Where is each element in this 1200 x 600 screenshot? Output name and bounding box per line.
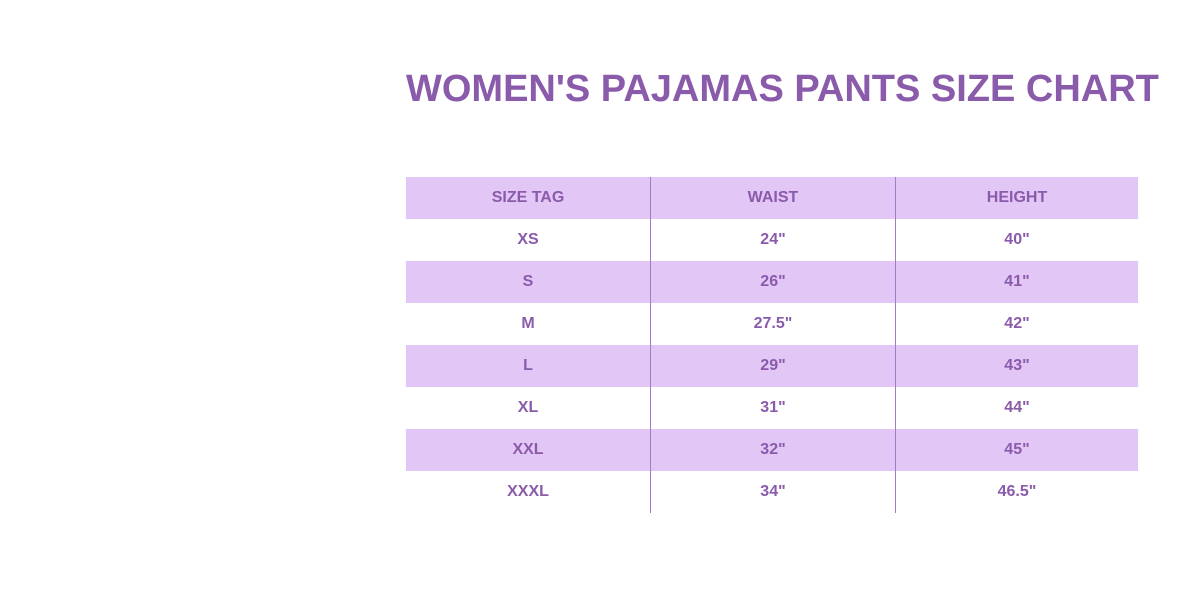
table-cell: 26" bbox=[650, 261, 896, 303]
table-cell: 24" bbox=[650, 219, 896, 261]
table-cell: 46.5" bbox=[895, 471, 1138, 513]
table-row: L 29" 43" bbox=[406, 345, 1138, 387]
table-row: XXXL 34" 46.5" bbox=[406, 471, 1138, 513]
table-cell: 32" bbox=[650, 429, 896, 471]
table-cell: 45" bbox=[895, 429, 1138, 471]
table-cell: 42" bbox=[895, 303, 1138, 345]
column-header: WAIST bbox=[650, 177, 896, 219]
table-row: M 27.5" 42" bbox=[406, 303, 1138, 345]
header-row: SIZE TAG WAIST HEIGHT bbox=[406, 177, 1138, 219]
table-row: S 26" 41" bbox=[406, 261, 1138, 303]
table-cell: 41" bbox=[895, 261, 1138, 303]
table-row: XXL 32" 45" bbox=[406, 429, 1138, 471]
table-cell: XS bbox=[517, 231, 539, 248]
table-cell: L bbox=[406, 345, 651, 387]
table-cell: 31" bbox=[650, 387, 896, 429]
table-cell: M bbox=[521, 315, 535, 332]
table-cell: 29" bbox=[650, 345, 896, 387]
table-cell: XXXL bbox=[507, 483, 549, 500]
table-cell: XL bbox=[517, 399, 539, 416]
column-header: SIZE TAG bbox=[406, 177, 651, 219]
size-chart-table: SIZE TAG WAIST HEIGHT XS 24" 40" S 26" 41" M 27.5"… bbox=[406, 177, 1138, 513]
table-cell: 40" bbox=[895, 219, 1138, 261]
table-row: XL 31" 44" bbox=[406, 387, 1138, 429]
table-cell: 44" bbox=[895, 387, 1138, 429]
table-cell: 43" bbox=[895, 345, 1138, 387]
column-header: HEIGHT bbox=[895, 177, 1138, 219]
table-cell: 27.5" bbox=[650, 303, 896, 345]
table-cell: S bbox=[406, 261, 651, 303]
table-cell: 34" bbox=[650, 471, 896, 513]
table-cell: XXL bbox=[406, 429, 651, 471]
table-row: XS 24" 40" bbox=[406, 219, 1138, 261]
page-title: WOMEN'S PAJAMAS PANTS SIZE CHART bbox=[406, 68, 1159, 110]
